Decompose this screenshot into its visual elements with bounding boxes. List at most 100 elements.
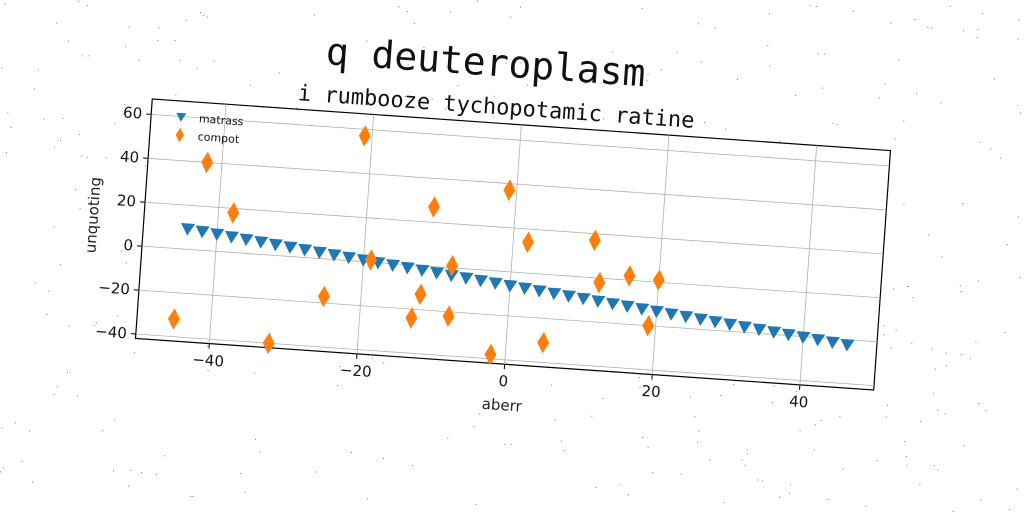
matrass-point bbox=[459, 272, 474, 285]
x-grid-line bbox=[651, 135, 670, 375]
matrass-point bbox=[738, 320, 752, 334]
noise-dot bbox=[382, 457, 384, 459]
noise-dot bbox=[611, 51, 613, 53]
noise-dot bbox=[185, 19, 187, 21]
noise-dot bbox=[898, 59, 900, 61]
noise-dot bbox=[423, 46, 425, 48]
noise-dot bbox=[206, 16, 208, 18]
noise-dot bbox=[602, 398, 604, 400]
x-tick-label: −20 bbox=[339, 361, 372, 381]
noise-dot bbox=[244, 491, 246, 493]
noise-dot bbox=[927, 27, 929, 28]
matrass-point bbox=[811, 333, 826, 347]
compot-point bbox=[588, 229, 601, 252]
noise-dot bbox=[1, 427, 3, 429]
noise-dot bbox=[75, 189, 76, 191]
noise-dot bbox=[404, 96, 406, 97]
matrass-point bbox=[181, 222, 196, 236]
noise-dot bbox=[93, 324, 95, 326]
noise-dot bbox=[878, 97, 880, 99]
noise-dot bbox=[1016, 488, 1018, 490]
noise-dot bbox=[156, 473, 158, 475]
noise-dot bbox=[815, 5, 817, 7]
compot-point bbox=[364, 249, 377, 271]
noise-dot bbox=[78, 134, 80, 136]
noise-dot bbox=[714, 27, 716, 29]
noise-dot bbox=[689, 396, 691, 398]
matrass-point bbox=[679, 310, 694, 324]
noise-dot bbox=[904, 441, 906, 442]
noise-dot bbox=[447, 102, 449, 104]
noise-dot bbox=[820, 420, 822, 422]
compot-point bbox=[227, 202, 240, 224]
noise-dot bbox=[741, 459, 743, 461]
noise-dot bbox=[164, 455, 166, 457]
noise-dot bbox=[493, 95, 495, 97]
noise-dot bbox=[79, 208, 81, 210]
noise-dot bbox=[647, 73, 649, 75]
noise-dot bbox=[977, 28, 979, 30]
noise-dot bbox=[933, 465, 935, 467]
noise-dot bbox=[884, 83, 886, 85]
y-grid-line bbox=[141, 245, 881, 299]
noise-dot bbox=[962, 30, 964, 32]
y-grid-line bbox=[151, 113, 890, 167]
noise-dot bbox=[962, 203, 964, 205]
matrass-point bbox=[650, 305, 665, 319]
noise-dot bbox=[646, 80, 648, 82]
noise-dot bbox=[905, 456, 907, 457]
noise-dot bbox=[949, 5, 951, 7]
compot-point bbox=[484, 343, 497, 366]
compot-point bbox=[405, 307, 418, 329]
compot-point bbox=[414, 283, 427, 306]
noise-dot bbox=[980, 499, 982, 501]
noise-dot bbox=[203, 15, 204, 17]
matrass-point bbox=[532, 284, 547, 298]
noise-dot bbox=[475, 504, 477, 506]
noise-dot bbox=[124, 103, 126, 105]
noise-dot bbox=[903, 203, 905, 205]
noise-dot bbox=[772, 401, 774, 403]
noise-dot bbox=[799, 430, 801, 432]
y-grid-line bbox=[135, 333, 875, 387]
noise-dot bbox=[174, 40, 176, 41]
noise-dot bbox=[554, 419, 556, 421]
noise-dot bbox=[945, 352, 947, 354]
noise-dot bbox=[520, 6, 522, 8]
noise-dot bbox=[931, 348, 933, 350]
x-grid-line bbox=[799, 145, 818, 385]
noise-dot bbox=[367, 498, 369, 500]
noise-dot bbox=[43, 118, 45, 120]
noise-dot bbox=[122, 113, 124, 115]
noise-dot bbox=[827, 498, 828, 500]
y-grid-line bbox=[138, 289, 878, 343]
noise-dot bbox=[978, 280, 979, 282]
y-grid-line bbox=[148, 157, 887, 211]
noise-dot bbox=[34, 282, 36, 284]
noise-dot bbox=[647, 446, 649, 448]
noise-dot bbox=[86, 4, 88, 6]
legend-marker-compot bbox=[175, 127, 184, 143]
noise-dot bbox=[619, 484, 621, 486]
noise-dot bbox=[32, 481, 34, 483]
noise-dot bbox=[960, 291, 962, 292]
matrass-point bbox=[254, 236, 269, 249]
noise-dot bbox=[773, 386, 775, 387]
noise-dot bbox=[105, 157, 107, 159]
matrass-point bbox=[225, 230, 239, 244]
y-tick-label: 60 bbox=[123, 103, 143, 122]
noise-dot bbox=[504, 443, 506, 445]
noise-dot bbox=[447, 437, 449, 439]
noise-dot bbox=[366, 40, 368, 42]
noise-dot bbox=[985, 410, 987, 412]
noise-dot bbox=[1017, 38, 1019, 40]
noise-dot bbox=[1017, 216, 1019, 218]
compot-point bbox=[537, 331, 550, 354]
noise-dot bbox=[3, 467, 4, 469]
noise-dot bbox=[145, 165, 146, 167]
legend-label: compot bbox=[197, 130, 240, 146]
noise-dot bbox=[894, 138, 896, 140]
noise-dot bbox=[887, 404, 889, 406]
matrass-point bbox=[562, 290, 577, 303]
noise-dot bbox=[919, 484, 921, 485]
